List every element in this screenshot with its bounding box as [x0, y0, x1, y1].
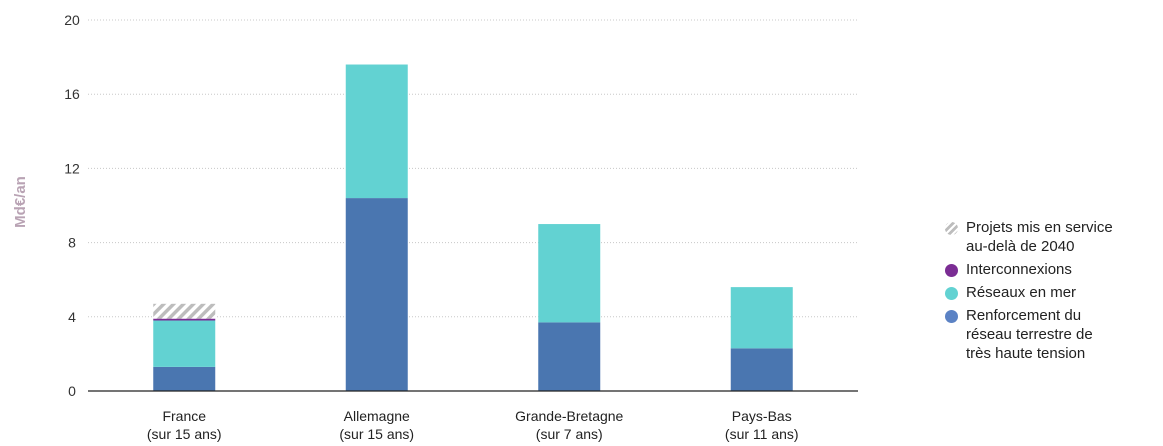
bar-segment: [730, 348, 793, 391]
legend-label-line: très haute tension: [966, 345, 1086, 362]
x-category-label: Pays-Bas: [732, 408, 792, 424]
y-tick-label: 0: [68, 383, 76, 399]
legend-item: Renforcement du réseau terrestre de très h…: [945, 306, 1160, 363]
bars: [153, 64, 793, 391]
legend-label: Réseaux en mer: [966, 283, 1076, 302]
y-tick-label: 4: [68, 309, 76, 325]
bar-segment: [153, 318, 216, 321]
bar-segment: [730, 287, 793, 349]
y-tick-label: 20: [64, 12, 80, 28]
y-tick-label: 12: [64, 160, 80, 176]
x-category-sublabel: (sur 7 ans): [536, 426, 603, 442]
legend-item: Réseaux en mer: [945, 283, 1160, 302]
legend-label-line: Projets mis en service: [966, 219, 1113, 236]
bar-segment: [345, 64, 408, 199]
legend-label: Interconnexions: [966, 260, 1072, 279]
legend-label-line: réseau terrestre de: [966, 326, 1093, 343]
y-tick-label: 8: [68, 235, 76, 251]
legend-label-line: au-delà de 2040: [966, 238, 1075, 255]
legend: Projets mis en service au-delà de 2040 Int…: [945, 218, 1160, 367]
bar-segment: [153, 303, 216, 319]
bar-segment: [153, 320, 216, 367]
x-axis-labels: France (sur 15 ans) Allemagne (sur 15 ans) G…: [147, 408, 799, 442]
legend-item: Projets mis en service au-delà de 2040: [945, 218, 1160, 256]
x-category-sublabel: (sur 15 ans): [147, 426, 222, 442]
x-category-sublabel: (sur 15 ans): [339, 426, 414, 442]
legend-marker-icon: [945, 264, 958, 277]
legend-marker-icon: [945, 222, 958, 235]
x-category-sublabel: (sur 11 ans): [725, 426, 799, 442]
legend-label: Renforcement du réseau terrestre de très h…: [966, 306, 1093, 363]
bar-segment: [538, 224, 601, 323]
bar-segment: [345, 198, 408, 391]
legend-label-line: Interconnexions: [966, 261, 1072, 278]
x-category-label: Grande-Bretagne: [515, 408, 623, 424]
y-axis-ticks: 0 4 8 12 16 20: [64, 12, 80, 399]
y-tick-label: 16: [64, 86, 80, 102]
legend-marker-icon: [945, 287, 958, 300]
bar-segment: [538, 322, 601, 391]
stacked-bar-chart: 0 4 8 12 16 20 Md€/an France (sur 15 ans) Allem…: [12, 12, 858, 442]
x-category-label: Allemagne: [344, 408, 410, 424]
legend-item: Interconnexions: [945, 260, 1160, 279]
x-category-label: France: [162, 408, 206, 424]
y-axis-label: Md€/an: [12, 176, 29, 228]
grid-lines: [88, 19, 858, 318]
legend-label-line: Renforcement du: [966, 307, 1082, 324]
legend-label: Projets mis en service au-delà de 2040: [966, 218, 1113, 256]
bar-segment: [153, 366, 216, 391]
legend-label-line: Réseaux en mer: [966, 284, 1077, 301]
legend-marker-icon: [945, 310, 958, 323]
